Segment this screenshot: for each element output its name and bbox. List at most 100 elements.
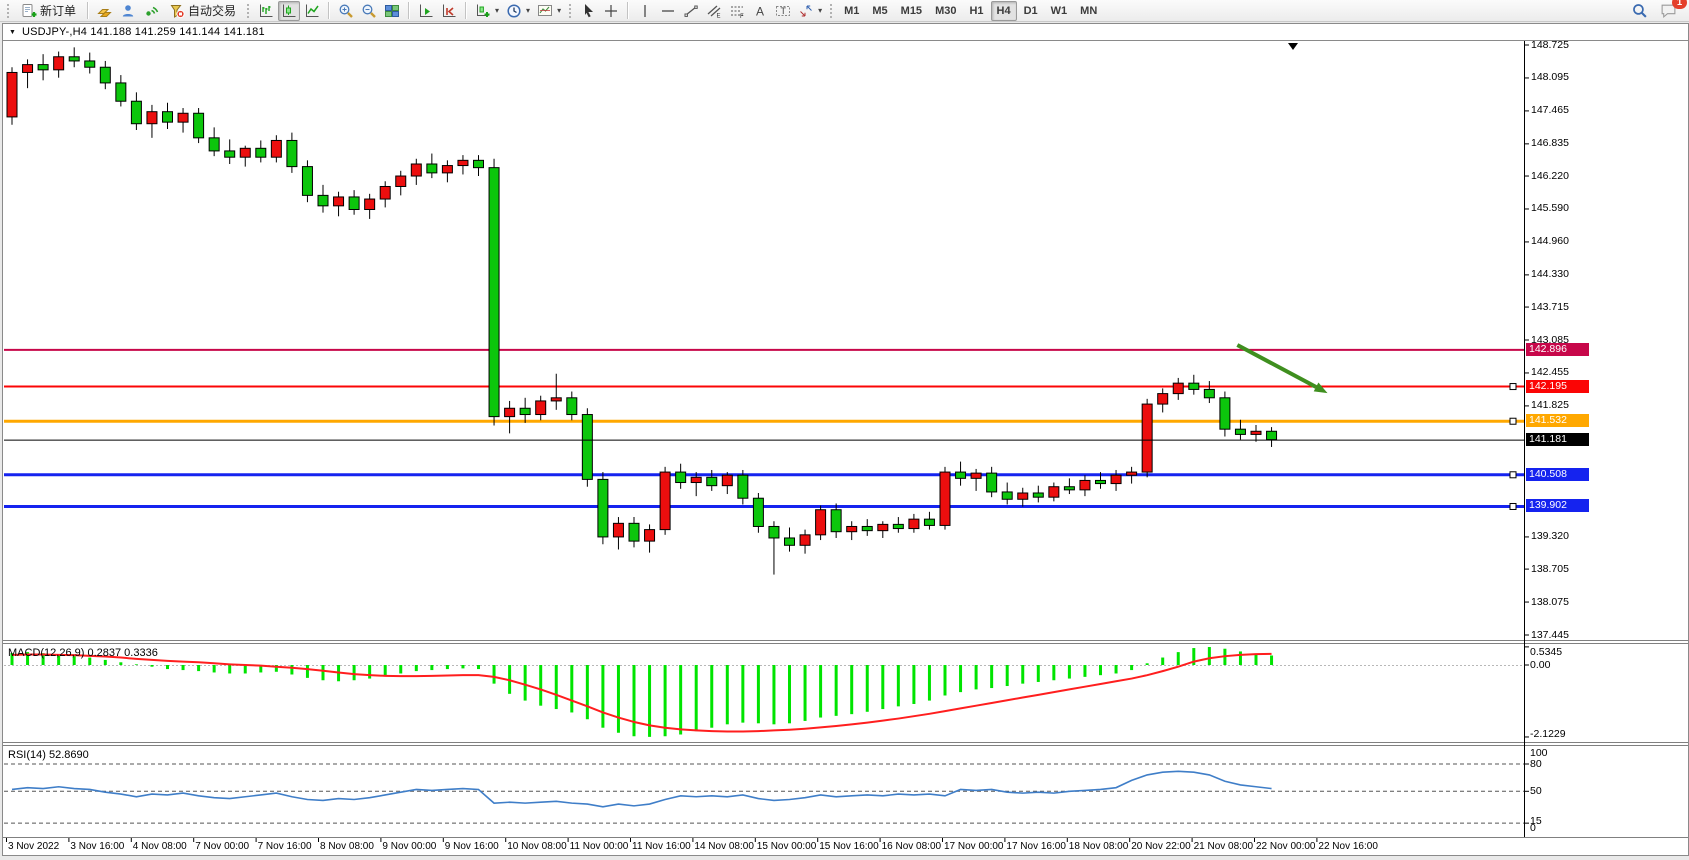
autotrading-button[interactable]: 自动交易 [163,1,242,21]
candle [628,522,640,542]
timeframe-group: M1 M5 M15 M30 H1 H4 D1 W1 MN [838,0,1103,21]
candle [1110,474,1122,485]
crosshair-button[interactable] [600,1,622,21]
bar-chart-button[interactable] [255,1,277,21]
timeframe-m30[interactable]: M30 [929,1,962,21]
market-button[interactable] [94,1,116,21]
rsi-label: RSI(14) 52.8690 [8,749,89,761]
text-button[interactable]: A [749,1,771,21]
candle [939,471,951,526]
trend-arrow-object[interactable] [1236,343,1318,389]
line-chart-button[interactable] [301,1,323,21]
fibonacci-icon: F [731,6,744,19]
candle [970,472,982,479]
rsi-line [11,770,1272,808]
candle [504,407,516,418]
new-order-button[interactable]: 新订单 [15,1,82,21]
text-icon: A [756,4,764,18]
line-handle[interactable] [1509,383,1517,391]
candlestick-chart-button[interactable] [278,0,301,21]
candle [270,139,282,158]
toolbar-separator [627,2,630,19]
toolbar-grip[interactable] [829,2,835,19]
candle [659,471,671,531]
trendline-icon [684,5,698,17]
toolbar-separator [328,2,331,19]
timeframe-m15[interactable]: M15 [895,1,928,21]
equidistant-channel-button[interactable]: E [703,1,725,21]
timeframe-h1[interactable]: H1 [963,1,989,21]
candle [1032,492,1044,498]
candle [239,147,251,158]
chevron-down-icon: ▾ [557,6,562,15]
templates-icon [538,4,553,16]
candle [301,166,313,196]
svg-text:E: E [717,13,721,19]
candle [1001,491,1013,500]
timeframe-mn[interactable]: MN [1074,1,1103,21]
line-handle[interactable] [1509,471,1517,479]
candle [364,198,376,210]
candle [737,474,749,499]
candle [675,471,687,484]
toolbar-grip[interactable] [568,2,574,19]
candle [923,518,935,526]
zoom-out-button[interactable] [358,1,380,21]
candle [1172,382,1184,395]
tile-windows-button[interactable] [381,1,403,21]
svg-text:T: T [781,6,787,16]
line-handle[interactable] [1509,417,1517,425]
toolbar-grip[interactable] [6,2,11,19]
candle [1157,393,1169,405]
line-handle[interactable] [1509,502,1517,510]
chart-menu-caret[interactable]: ▼ [9,28,16,36]
horizontal-line-button[interactable] [657,1,679,21]
toolbar-separator [465,2,468,19]
chart-shift-marker[interactable] [1288,43,1298,50]
cursor-button[interactable] [577,1,599,21]
trend-arrow-head[interactable] [1313,382,1328,394]
chevron-down-icon: ▾ [526,6,531,15]
candle [1219,397,1231,430]
trendline-button[interactable] [680,1,702,21]
equidistant-channel-icon: E [707,5,721,19]
arrows-button[interactable]: ▾ [795,1,825,21]
candle [130,100,142,125]
toolbar-right-group: 1 [1628,0,1687,21]
new-order-label: 新订单 [40,4,77,18]
timeframe-h4[interactable]: H4 [990,0,1017,21]
svg-text:F: F [740,14,744,19]
chart-window [2,23,1689,856]
vertical-line-button[interactable] [634,1,656,21]
timeframe-d1[interactable]: D1 [1018,1,1044,21]
time-axis[interactable] [3,838,1688,854]
search-button[interactable] [1628,1,1651,21]
text-label-button[interactable]: T [772,1,794,21]
candle [815,509,827,536]
timeframe-m1[interactable]: M1 [838,1,865,21]
timeframe-w1[interactable]: W1 [1045,1,1074,21]
candle [6,71,18,118]
auto-scroll-button[interactable] [415,1,437,21]
candle [597,478,609,538]
toolbar-grip[interactable] [246,2,252,19]
autotrading-label: 自动交易 [188,4,237,18]
fibonacci-button[interactable]: F [726,1,748,21]
search-icon [1633,4,1647,18]
candle [1063,486,1075,491]
notification-badge[interactable]: 1 [1672,0,1687,9]
signals-button[interactable] [140,1,162,21]
templates-button[interactable]: ▾ [534,1,564,21]
community-button[interactable] [117,1,139,21]
new-chart-button[interactable]: ▾ [472,1,502,21]
timeframe-m5[interactable]: M5 [866,1,893,21]
zoom-in-button[interactable] [335,1,357,21]
chart-shift-button[interactable] [438,1,460,21]
chart-title: USDJPY-,H4 141.188 141.259 141.144 141.1… [21,26,265,38]
periods-button[interactable]: ▾ [503,1,533,21]
bar-chart-icon [260,4,273,17]
candle [861,525,873,532]
candle [1141,403,1153,473]
macd-label: MACD(12,26,9) 0.2837 0.3336 [8,647,158,659]
